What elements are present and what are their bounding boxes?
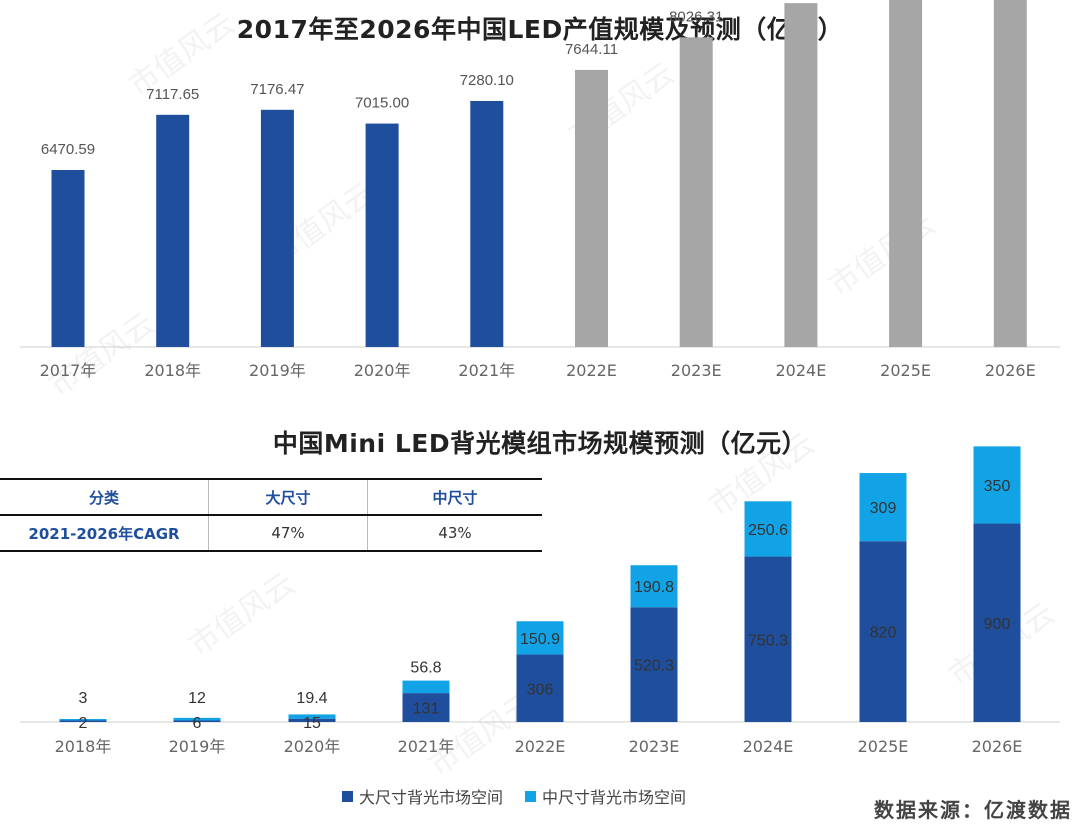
chart2-large-label: 6 <box>193 715 202 732</box>
chart1-bar <box>575 69 608 347</box>
chart1-category-label: 2026E <box>985 361 1036 380</box>
data-source: 数据来源：亿渡数据 <box>874 798 1072 822</box>
chart2-bar-large <box>744 556 792 722</box>
chart1-bar <box>784 3 818 347</box>
table-header-category: 分类 <box>0 478 209 516</box>
table-cell-large-cagr: 47% <box>208 515 368 552</box>
chart2-legend: 大尺寸背光市场空间 中尺寸背光市场空间 <box>342 784 686 808</box>
chart2-medium-label: 350 <box>984 478 1011 495</box>
chart2-medium-label: 12 <box>188 690 206 707</box>
chart2-bar-large <box>402 693 450 722</box>
chart2-medium-label: 19.4 <box>296 690 327 707</box>
legend-label-medium: 中尺寸背光市场空间 <box>542 788 687 807</box>
chart1-category-label: 2024E <box>775 361 826 380</box>
chart2-large-label: 2 <box>79 715 88 732</box>
watermark: 市值风云 <box>182 566 302 664</box>
legend-swatch-medium <box>525 790 537 802</box>
chart2-bar-medium <box>288 714 336 719</box>
chart1-category-label: 2022E <box>566 361 617 380</box>
chart2-bar-large <box>173 720 221 722</box>
led-output-chart: 6470.59 2017年 7117.65 2018年 7176.47 2019年 7015… <box>20 0 1060 380</box>
chart2-large-label: 750.3 <box>748 632 788 649</box>
chart2-medium-label: 190.8 <box>634 579 674 596</box>
chart2-category-label: 2024E <box>743 737 794 756</box>
chart2-bar-large <box>516 654 564 722</box>
chart2-bar-large <box>859 541 907 722</box>
chart2-category-label: 2019年 <box>169 737 226 756</box>
watermark: 市值风云 <box>942 596 1062 694</box>
chart2-large-label: 131 <box>413 701 440 718</box>
cagr-table: 分类 大尺寸 中尺寸 2021-2026年CAGR 47% 43% <box>0 478 542 552</box>
chart1-category-label: 2017年 <box>40 361 97 380</box>
legend-swatch-large <box>342 790 353 802</box>
chart2-medium-label: 3 <box>79 690 88 707</box>
chart2-bar-medium <box>630 565 678 608</box>
chart2-bar-large <box>288 718 336 722</box>
chart2-bar-medium <box>516 621 564 655</box>
chart2-category-label: 2018年 <box>55 737 112 756</box>
chart1-value-label: 7280.10 <box>460 72 514 89</box>
chart1-bar <box>156 114 190 347</box>
table-header-large: 大尺寸 <box>208 478 368 516</box>
chart2-bar-medium <box>744 501 792 557</box>
chart1-value-label: 7644.11 <box>565 41 618 58</box>
chart2-large-label: 900 <box>984 616 1011 633</box>
chart2-medium-label: 150.9 <box>520 631 560 648</box>
watermark: 市值风云 <box>422 686 542 784</box>
chart1-bar <box>365 123 399 347</box>
chart2-title: 中国Mini LED背光模组市场规模预测（亿元） <box>272 429 808 458</box>
chart1-category-label: 2023E <box>671 361 722 380</box>
chart2-category-label: 2023E <box>629 737 680 756</box>
chart2-category-label: 2020年 <box>284 737 341 756</box>
chart1-category-label: 2020年 <box>354 361 411 380</box>
chart1-bar <box>679 37 713 348</box>
chart2-large-label: 15 <box>303 715 321 732</box>
chart1-bar <box>993 0 1027 347</box>
chart2-bar-medium <box>402 680 450 694</box>
chart1-value-label: 7117.65 <box>146 86 199 103</box>
chart2-category-label: 2025E <box>858 737 909 756</box>
chart2-large-label: 306 <box>527 681 554 698</box>
chart2-bar-medium <box>859 473 907 542</box>
chart1-bar <box>889 0 923 348</box>
chart2-category-label: 2022E <box>515 737 566 756</box>
chart2-category-label: 2026E <box>972 737 1023 756</box>
chart2-medium-label: 250.6 <box>748 522 788 539</box>
chart1-category-label: 2018年 <box>144 361 201 380</box>
chart2-bar-large <box>973 523 1021 722</box>
legend-label-large: 大尺寸背光市场空间 <box>359 788 504 807</box>
chart1-category-label: 2019年 <box>249 361 306 380</box>
chart1-bar <box>260 109 294 347</box>
chart2-bar-medium <box>59 719 107 721</box>
table-header-medium: 中尺寸 <box>367 478 542 516</box>
chart1-bar <box>470 100 504 347</box>
legend-item-large: 大尺寸背光市场空间 <box>342 784 503 808</box>
chart2-large-label: 520.3 <box>634 658 674 675</box>
chart1-category-label: 2025E <box>880 361 931 380</box>
legend-item-medium: 中尺寸背光市场空间 <box>525 784 686 808</box>
chart2-medium-label: 56.8 <box>410 660 441 677</box>
chart1-category-label: 2021年 <box>458 361 515 380</box>
chart2-medium-label: 309 <box>870 500 897 517</box>
chart2-large-label: 820 <box>870 625 897 642</box>
chart1-value-label: 6470.59 <box>41 141 95 158</box>
chart1-title: 2017年至2026年中国LED产值规模及预测（亿元） <box>236 15 844 44</box>
table-cell-medium-cagr: 43% <box>367 515 542 552</box>
chart1-value-label: 7015.00 <box>355 95 409 112</box>
chart1-value-label: 7176.47 <box>250 81 304 98</box>
chart2-bar-large <box>59 720 107 722</box>
chart1-value-label: 8026.31 <box>669 8 723 25</box>
chart2-bar-medium <box>173 717 221 721</box>
chart1-bar <box>51 170 85 347</box>
chart2-bar-large <box>630 607 678 722</box>
chart2-category-label: 2021年 <box>398 737 455 756</box>
table-cell-cagr-label: 2021-2026年CAGR <box>0 515 209 552</box>
